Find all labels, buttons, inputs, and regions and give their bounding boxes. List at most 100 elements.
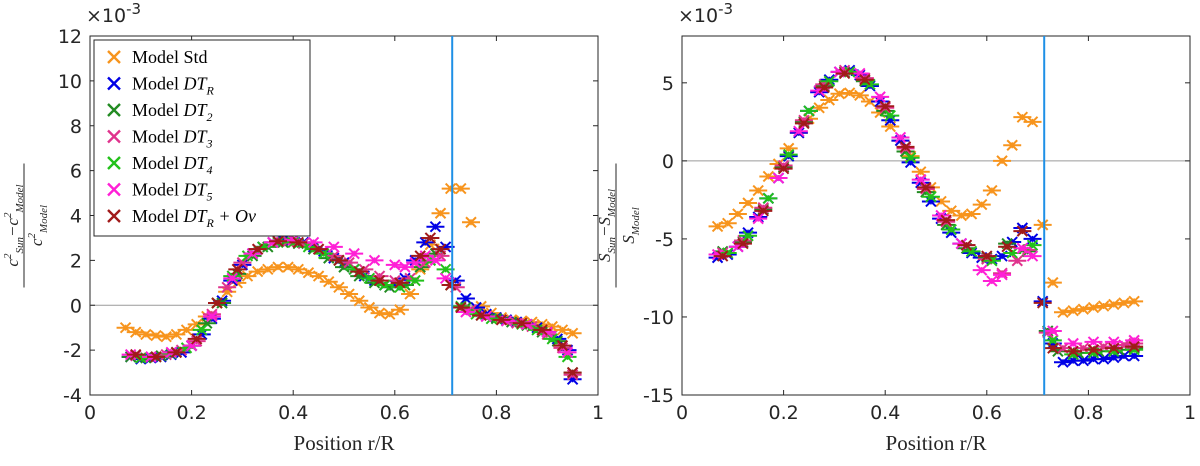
data-point (167, 346, 186, 359)
data-point (1023, 250, 1042, 262)
x-marker (424, 232, 437, 244)
data-point (789, 125, 808, 137)
data-point (739, 230, 758, 242)
data-point (896, 141, 915, 153)
x-marker (1036, 297, 1049, 309)
legend-label: Model DT2 (132, 100, 213, 124)
data-point (324, 241, 343, 253)
x-marker (185, 339, 198, 352)
x-marker (444, 182, 457, 195)
x-marker (1047, 342, 1059, 354)
data-point (733, 237, 752, 250)
data-point (1074, 354, 1093, 367)
x-marker (439, 263, 452, 276)
x-marker (793, 125, 805, 137)
x-marker (262, 263, 274, 276)
data-point (431, 243, 450, 255)
legend-marker (107, 50, 121, 64)
x-marker (960, 239, 973, 251)
legend-marker (107, 156, 121, 170)
left-chart: 0 0.2 0.4 0.6 0.8 1 -4 -2 0 2 4 6 8 10 12×10-3 Position… (2, 0, 604, 455)
data-point (360, 272, 379, 285)
x-marker (389, 259, 401, 271)
x-marker (150, 351, 162, 363)
x-marker (221, 281, 233, 294)
data-point (749, 212, 768, 225)
x-marker (429, 254, 442, 267)
data-point (147, 329, 166, 342)
x-marker (566, 366, 579, 379)
x-marker (737, 237, 749, 250)
y-tick-label: -15 (643, 385, 674, 407)
x-marker (353, 265, 365, 278)
x-marker (353, 270, 365, 282)
x-marker (772, 172, 785, 184)
x-marker (945, 205, 957, 217)
data-point (1033, 297, 1052, 309)
data-point (350, 295, 369, 307)
y-tick-label: -5 (655, 229, 674, 251)
data-point (739, 197, 758, 209)
data-point (1084, 344, 1103, 356)
data-point (1104, 298, 1123, 311)
data-point (993, 269, 1012, 281)
x-marker (343, 256, 355, 269)
x-axis-label: Position r/R (294, 431, 395, 455)
x-marker (1118, 297, 1130, 309)
data-point (891, 131, 910, 144)
data-point (431, 207, 450, 219)
data-point (451, 301, 470, 314)
data-point (881, 109, 900, 122)
x-marker (180, 324, 193, 336)
x-marker (373, 274, 386, 287)
data-point (289, 236, 308, 249)
x-marker (566, 327, 579, 340)
data-point (993, 155, 1012, 167)
data-point (911, 173, 930, 186)
x-marker (818, 81, 830, 94)
x-marker (1077, 354, 1090, 367)
data-point (1054, 306, 1072, 318)
x-marker (1067, 345, 1079, 358)
data-point (268, 235, 287, 248)
data-point (553, 339, 572, 352)
x-marker (221, 286, 233, 298)
x-marker (394, 304, 406, 316)
data-point (390, 277, 409, 289)
x-marker (206, 310, 218, 323)
data-point (1043, 276, 1062, 289)
series-model-dt-5 (708, 66, 1144, 350)
data-point (1064, 305, 1083, 317)
data-point (1003, 139, 1022, 151)
x-marker (1026, 116, 1039, 128)
x-marker (945, 223, 957, 236)
data-point (713, 250, 732, 262)
data-point (1094, 300, 1113, 312)
data-point (1008, 255, 1027, 267)
x-marker (762, 170, 775, 183)
x-marker (516, 317, 528, 329)
x-marker (879, 100, 891, 112)
data-point (759, 170, 778, 183)
data-point (957, 239, 976, 251)
data-point (309, 243, 328, 255)
data-point (815, 81, 834, 94)
x-marker (1047, 325, 1059, 337)
data-point (279, 261, 298, 273)
y-tick-label: 8 (70, 116, 82, 138)
data-point (426, 221, 445, 233)
data-point (916, 181, 935, 194)
data-point (1043, 325, 1062, 337)
data-point (779, 148, 798, 161)
data-point (136, 328, 155, 341)
data-point (177, 324, 196, 336)
y-tick-label: 0 (662, 151, 674, 173)
x-marker (272, 261, 284, 273)
data-point (942, 223, 961, 236)
data-point (462, 216, 480, 228)
data-point (187, 333, 206, 345)
x-marker (373, 270, 386, 282)
x-marker (312, 243, 325, 255)
